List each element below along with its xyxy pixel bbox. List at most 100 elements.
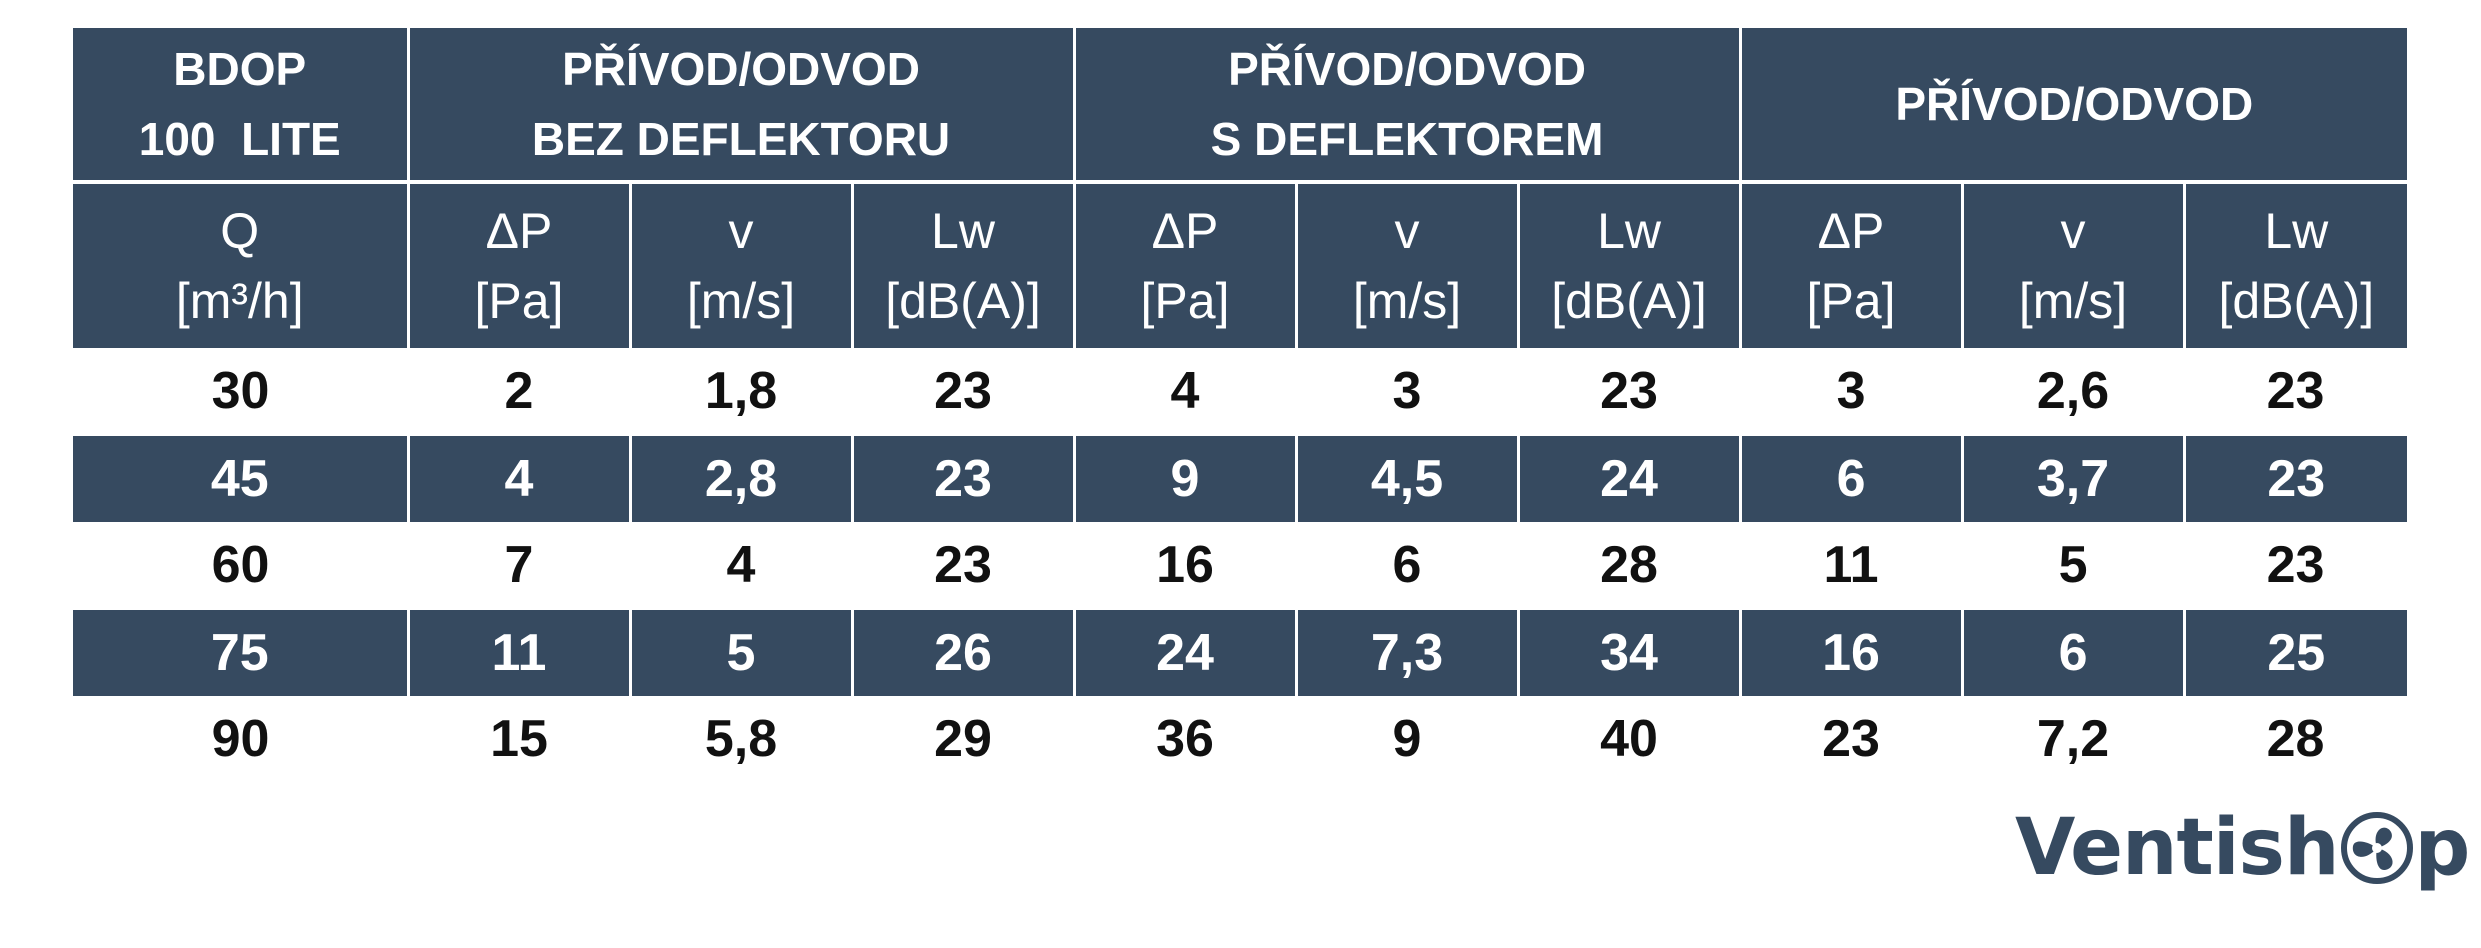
column-header: Lw [dB(A)] (1516, 182, 1741, 348)
column-symbol: Q (220, 203, 260, 259)
table-cell: 23 (1740, 696, 1963, 782)
table-cell: 3,7 (1960, 435, 2185, 522)
table-cell: 4 (1074, 348, 1297, 435)
table-row: 75 11 5 26 24 7,3 34 16 6 25 (73, 609, 2408, 696)
table-cell: 26 (850, 609, 1075, 696)
column-symbol: Lw (931, 203, 995, 259)
group-header-line1: PŘÍVOD/ODVOD (1895, 78, 2254, 130)
table-cell: 6 (1296, 522, 1519, 609)
table-cell: 2 (408, 348, 630, 435)
column-symbol: ΔP (485, 203, 553, 259)
column-unit: [dB(A)] (2218, 273, 2375, 329)
column-header: v [m/s] (1960, 182, 2185, 348)
table-cell: 29 (852, 696, 1075, 782)
group-header-line2: S DEFLEKTOREM (1210, 113, 1604, 165)
table-body: 30 2 1,8 23 4 3 23 3 2,6 23 45 4 2,8 23 9 4,5 24 6 3,7 23 60… (73, 348, 2408, 782)
table-cell: 5 (1962, 522, 2185, 609)
table-row: 90 15 5,8 29 36 9 40 23 7,2 28 (73, 696, 2408, 782)
table-cell: 15 (408, 696, 630, 782)
table-cell: 11 (1740, 522, 1963, 609)
table-cell: 9 (1296, 696, 1519, 782)
table-cell: 28 (2184, 696, 2408, 782)
table-cell: 24 (1072, 609, 1297, 696)
table-cell: 5,8 (630, 696, 852, 782)
table-cell: 7,3 (1294, 609, 1519, 696)
table-cell: 45 (73, 435, 408, 522)
fan-icon (2340, 812, 2413, 884)
column-unit: [Pa] (1140, 273, 1230, 329)
column-unit: [dB(A)] (1551, 273, 1707, 329)
column-unit: [dB(A)] (885, 273, 1041, 329)
group-header-line1: PŘÍVOD/ODVOD (1228, 43, 1586, 95)
column-symbol: Lw (2264, 203, 2329, 259)
table-cell: 24 (1516, 435, 1741, 522)
model-header: BDOP 100 LITE (73, 28, 408, 184)
table-cell: 25 (2182, 609, 2408, 696)
table-cell: 90 (73, 696, 408, 782)
table-cell: 6 (1738, 435, 1963, 522)
table-cell: 23 (2184, 522, 2408, 609)
column-unit: [m/s] (1352, 273, 1462, 329)
column-unit: [Pa] (474, 273, 564, 329)
table-cell: 40 (1518, 696, 1741, 782)
column-symbol: v (728, 203, 754, 259)
table-cell: 4 (630, 522, 852, 609)
table-cell: 75 (73, 609, 408, 696)
table-cell: 9 (1072, 435, 1297, 522)
table-cell: 60 (73, 522, 408, 609)
group-header-with-deflector: PŘÍVOD/ODVOD S DEFLEKTOREM (1072, 28, 1741, 184)
table-cell: 23 (852, 348, 1075, 435)
performance-table: BDOP 100 LITE PŘÍVOD/ODVOD BEZ DEFLEKTOR… (73, 28, 2408, 782)
column-symbol: Lw (1597, 203, 1661, 259)
model-header-line2: 100 LITE (138, 113, 341, 165)
table-cell: 6 (1960, 609, 2185, 696)
group-header-row: BDOP 100 LITE PŘÍVOD/ODVOD BEZ DEFLEKTOR… (73, 28, 2408, 184)
table-cell: 23 (1518, 348, 1741, 435)
column-header: ΔP [Pa] (1738, 182, 1963, 348)
ventishop-logo: Ventish p (2015, 800, 2471, 896)
column-header: ΔP [Pa] (1072, 182, 1297, 348)
table-cell: 7 (408, 522, 630, 609)
table-cell: 11 (406, 609, 630, 696)
column-header-row: Q [m³/h] ΔP [Pa] v [m/s] Lw [dB(A)] ΔP [Pa] v… (73, 182, 2408, 348)
model-header-line1: BDOP (173, 43, 307, 95)
logo-text-left: Ventish (2015, 803, 2340, 893)
logo-text-right: p (2414, 803, 2471, 893)
table-cell: 23 (2184, 348, 2408, 435)
table-cell: 4,5 (1294, 435, 1519, 522)
column-symbol: ΔP (1151, 203, 1219, 259)
group-header-line2: BEZ DEFLEKTORU (531, 113, 951, 165)
column-unit: [m/s] (2018, 273, 2128, 329)
table-row: 60 7 4 23 16 6 28 11 5 23 (73, 522, 2408, 609)
table-cell: 2,6 (1962, 348, 2185, 435)
table-cell: 5 (628, 609, 852, 696)
column-header: Lw [dB(A)] (850, 182, 1075, 348)
column-header: Lw [dB(A)] (2182, 182, 2408, 348)
table-cell: 2,8 (628, 435, 852, 522)
column-unit: [Pa] (1806, 273, 1896, 329)
column-symbol: ΔP (1817, 203, 1885, 259)
table-row: 45 4 2,8 23 9 4,5 24 6 3,7 23 (73, 435, 2408, 522)
table-cell: 23 (850, 435, 1075, 522)
table-cell: 3 (1740, 348, 1963, 435)
table-cell: 1,8 (630, 348, 852, 435)
table-cell: 16 (1074, 522, 1297, 609)
column-header: v [m/s] (628, 182, 852, 348)
column-header: ΔP [Pa] (406, 182, 630, 348)
column-symbol: v (2060, 203, 2086, 259)
table-cell: 16 (1738, 609, 1963, 696)
group-header-no-deflector: PŘÍVOD/ODVOD BEZ DEFLEKTORU (406, 28, 1075, 184)
group-header-line1: PŘÍVOD/ODVOD (562, 43, 920, 95)
table-cell: 3 (1296, 348, 1519, 435)
table-row: 30 2 1,8 23 4 3 23 3 2,6 23 (73, 348, 2408, 435)
table-cell: 7,2 (1962, 696, 2185, 782)
table-cell: 23 (852, 522, 1075, 609)
column-unit: [m³/h] (175, 273, 304, 329)
table-cell: 36 (1074, 696, 1297, 782)
group-header-supply-exhaust: PŘÍVOD/ODVOD (1738, 28, 2408, 184)
column-header: v [m/s] (1294, 182, 1519, 348)
column-header: Q [m³/h] (73, 182, 408, 348)
column-symbol: v (1394, 203, 1420, 259)
table-cell: 34 (1516, 609, 1741, 696)
table-cell: 30 (73, 348, 408, 435)
